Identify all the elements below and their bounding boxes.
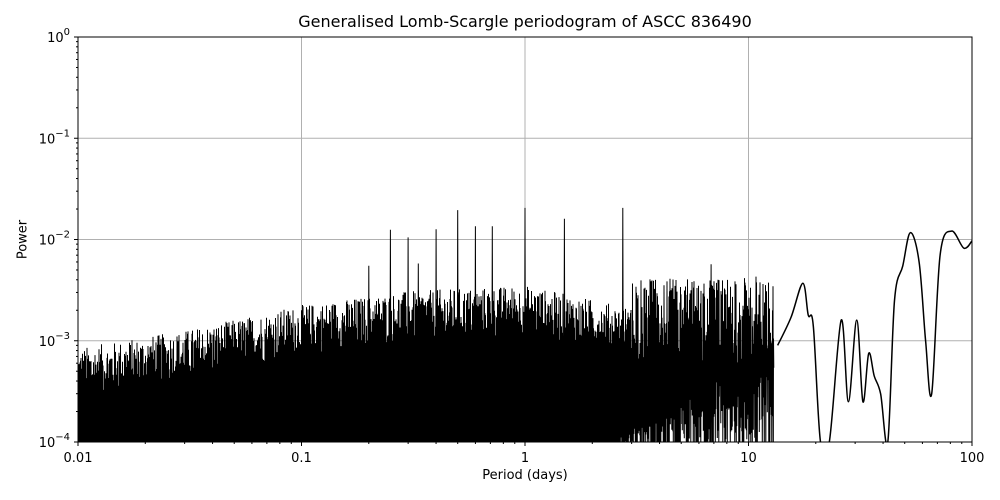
- x-tick-label: 10: [740, 451, 757, 466]
- chart-title: Generalised Lomb-Scargle periodogram of …: [298, 12, 752, 31]
- y-tick-label: 10−3: [39, 331, 70, 350]
- x-tick-label: 0.01: [64, 451, 93, 466]
- x-axis-label: Period (days): [482, 468, 568, 483]
- x-tick-label: 100: [960, 451, 985, 466]
- y-tick-label: 100: [47, 27, 70, 46]
- y-tick-labels: 100 10−1 10−2 10−3 10−4: [39, 27, 70, 451]
- x-tick-label: 0.1: [291, 451, 312, 466]
- y-tick-label: 10−1: [39, 128, 70, 147]
- y-tick-label: 10−4: [39, 432, 70, 451]
- axis-ticks: [74, 36, 973, 446]
- x-tick-label: 1: [521, 451, 529, 466]
- y-tick-label: 10−2: [39, 230, 70, 249]
- periodogram-tail-line: [776, 230, 972, 442]
- x-tick-labels: 0.01 0.1 1 10 100: [64, 451, 985, 466]
- periodogram-noise-line: [78, 207, 775, 442]
